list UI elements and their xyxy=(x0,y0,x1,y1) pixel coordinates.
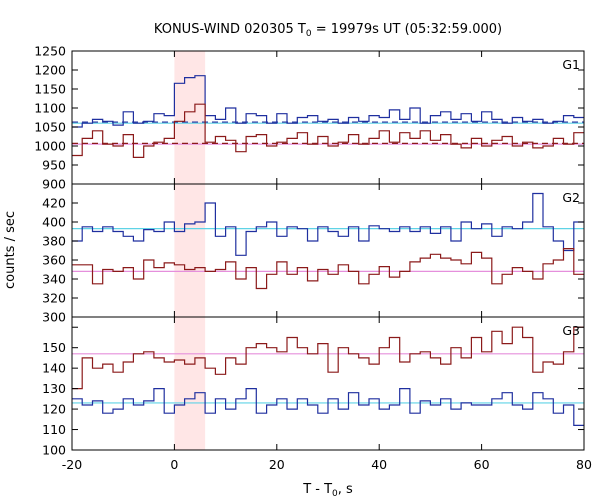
x-tick-label: 0 xyxy=(170,457,178,472)
x-tick-label: 20 xyxy=(269,457,285,472)
y-tick-label: 140 xyxy=(42,361,66,376)
series-line-blue xyxy=(72,388,584,426)
y-axis-label: counts / sec xyxy=(3,211,18,289)
panel-frame xyxy=(71,183,585,318)
y-tick-label: 340 xyxy=(42,272,66,287)
panel-label: G1 xyxy=(562,57,580,72)
highlight-band xyxy=(174,317,206,450)
chart-title-suffix: = 19979s UT (05:32:59.000) xyxy=(312,22,502,37)
panel-frame xyxy=(71,50,585,185)
highlight-band xyxy=(174,51,206,184)
x-axis-label: T - T0, s xyxy=(302,482,353,499)
panel-g2: 300 320 340 360 380 400 420 G2 xyxy=(42,183,585,325)
y-tick-label: 130 xyxy=(42,381,66,396)
x-axis-label-subscript: 0 xyxy=(332,489,338,499)
y-tick-label: 1100 xyxy=(34,101,66,116)
y-tick-label: 150 xyxy=(42,340,66,355)
chart-title: KONUS-WIND 020305 T0 = 19979s UT (05:32:… xyxy=(154,22,502,39)
panel-g3: 100 110 120 130 140 150 G3 xyxy=(42,316,585,458)
y-tick-label: 1200 xyxy=(34,63,66,78)
x-axis-label-prefix: T - T xyxy=(302,482,332,497)
y-tick-label: 320 xyxy=(42,291,66,306)
y-tick-label: 120 xyxy=(42,402,66,417)
panel-g1: 900 950 1000 1050 1100 1150 1200 1250 G1 xyxy=(34,44,585,192)
y-tick-label: 420 xyxy=(42,196,66,211)
x-tick-label: 80 xyxy=(576,457,592,472)
y-tick-label: 1250 xyxy=(34,44,66,59)
highlight-band xyxy=(174,184,206,317)
y-tick-label: 1150 xyxy=(34,82,66,97)
x-axis-label-suffix: , s xyxy=(338,482,353,497)
y-tick-label: 100 xyxy=(42,443,66,458)
y-tick-label: 1050 xyxy=(34,120,66,135)
y-tick-label: 400 xyxy=(42,215,66,230)
x-tick-label: -20 xyxy=(62,457,82,472)
panel-frame xyxy=(71,316,585,451)
panels: 900950100010501100115012001250G130032034… xyxy=(34,44,592,473)
series-line-red xyxy=(72,326,584,390)
x-tick-label: 40 xyxy=(371,457,387,472)
panel-label: G2 xyxy=(562,190,580,205)
y-tick-label: 900 xyxy=(42,177,66,192)
y-tick-label: 380 xyxy=(42,234,66,249)
panel-label: G3 xyxy=(562,323,580,338)
series-line-red xyxy=(72,103,584,158)
y-tick-label: 1000 xyxy=(34,139,66,154)
series-line-blue xyxy=(72,192,584,256)
y-tick-label: 360 xyxy=(42,253,66,268)
y-tick-label: 110 xyxy=(42,422,66,437)
chart-title-subscript: 0 xyxy=(306,29,312,39)
y-tick-label: 300 xyxy=(42,310,66,325)
x-tick-label: 60 xyxy=(474,457,490,472)
series-line-red xyxy=(72,248,584,290)
chart-title-prefix: KONUS-WIND 020305 T xyxy=(154,22,306,37)
y-tick-label: 950 xyxy=(42,158,66,173)
series-line-blue xyxy=(72,75,584,128)
